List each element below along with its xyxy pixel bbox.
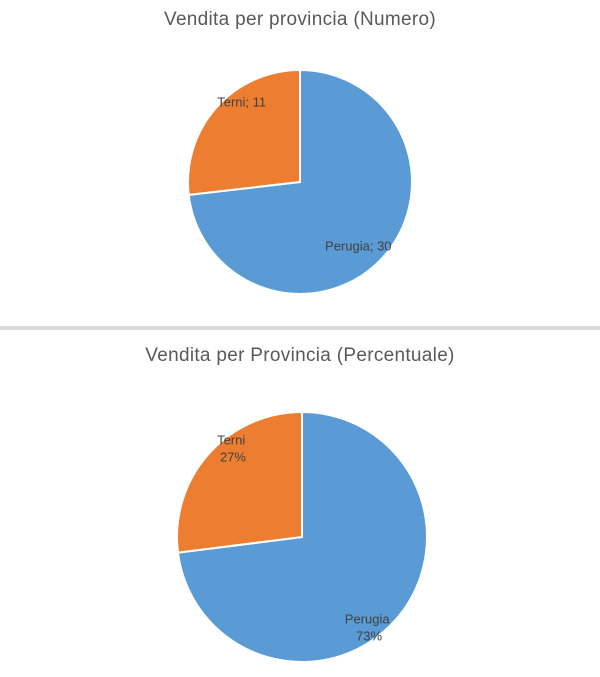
- chart-title: Vendita per provincia (Numero): [164, 9, 436, 30]
- data-label-terni: Terni 27%: [217, 433, 249, 465]
- data-label-perugia: Perugia 73%: [345, 611, 393, 643]
- pie-chart-number-plot: Perugia; 30 Terni; 11: [187, 68, 413, 295]
- pie-chart-percentage: Vendita per Provincia (Percentuale) Peru…: [0, 330, 600, 677]
- chart-title: Vendita per Provincia (Percentuale): [145, 345, 455, 366]
- pie-chart-number: Vendita per provincia (Numero) Perugia; …: [0, 0, 600, 327]
- pie-chart-percentage-plot: Perugia 73% Terni 27%: [176, 410, 428, 663]
- pie-slice-terni: [187, 68, 301, 196]
- data-label-perugia-value: 73%: [356, 628, 382, 643]
- data-label-perugia: Perugia; 30: [325, 238, 392, 253]
- chart-divider: [0, 326, 600, 330]
- data-label-terni: Terni; 11: [217, 95, 266, 110]
- data-label-terni-value: 27%: [220, 450, 246, 465]
- data-label-perugia-name: Perugia: [345, 611, 391, 626]
- pie-slice-terni: [176, 410, 303, 554]
- data-label-terni-name: Terni: [217, 433, 245, 448]
